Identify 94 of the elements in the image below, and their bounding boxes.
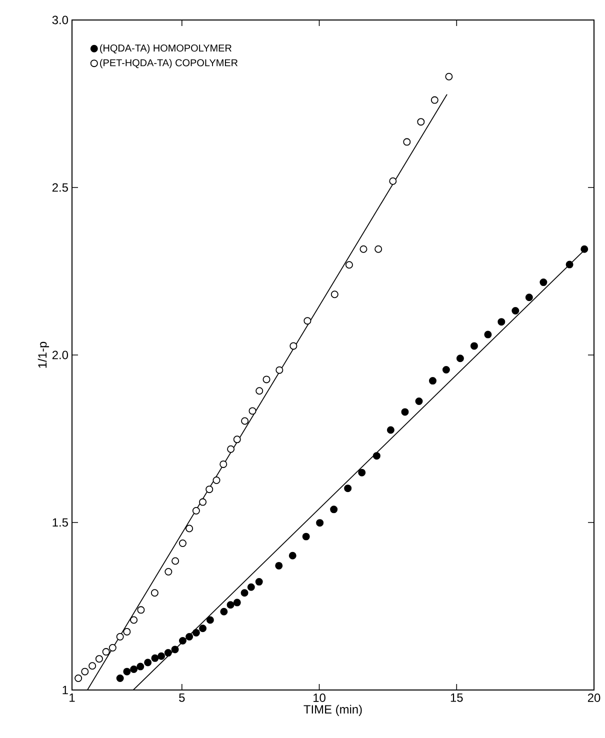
point [226, 601, 234, 609]
point [445, 72, 453, 80]
point [186, 524, 194, 532]
point [456, 354, 464, 362]
legend-label: (HQDA-TA) HOMOPOLYMER [100, 44, 232, 54]
point [150, 589, 158, 597]
x-axis-title: TIME (min) [304, 704, 362, 716]
point [240, 589, 248, 597]
point [302, 532, 310, 540]
point [130, 616, 138, 624]
point [566, 260, 574, 268]
point [372, 452, 380, 460]
point [95, 655, 103, 663]
y-tick-label: 1.5 [52, 518, 68, 527]
point [525, 294, 533, 302]
point [241, 417, 249, 425]
point [275, 562, 283, 570]
point [389, 177, 397, 185]
point [484, 330, 492, 338]
point [304, 317, 312, 325]
point [276, 366, 284, 374]
point [116, 674, 124, 682]
point [151, 654, 159, 662]
point [417, 118, 425, 126]
point [262, 376, 270, 384]
point [248, 407, 256, 415]
point [206, 616, 214, 624]
point [227, 445, 235, 453]
point [316, 519, 324, 527]
point [186, 632, 194, 640]
point [540, 278, 548, 286]
point [220, 460, 228, 468]
point [81, 668, 89, 676]
y-tick-label: 1 [62, 686, 68, 694]
x-tick-label: 5 [179, 694, 185, 702]
point [158, 652, 166, 660]
point [136, 662, 144, 670]
point [123, 628, 131, 636]
point [212, 476, 220, 484]
point [192, 628, 200, 636]
point [512, 307, 520, 315]
point [255, 578, 263, 586]
point [178, 540, 186, 548]
point [360, 245, 368, 253]
point [428, 377, 436, 385]
x-tick-label: 1 [70, 694, 75, 702]
legend-label: (PET-HQDA-TA) COPOLYMER [100, 58, 238, 68]
point [102, 648, 110, 656]
point [88, 662, 96, 670]
point [442, 366, 450, 374]
point [330, 290, 338, 298]
point [144, 658, 152, 666]
point [256, 387, 264, 395]
point [344, 484, 352, 492]
point [206, 486, 214, 494]
point [247, 583, 255, 591]
point [192, 507, 200, 515]
x-tick-label: 15 [450, 694, 463, 702]
point [470, 342, 478, 350]
y-tick-label: 2.5 [52, 183, 68, 192]
y-tick-label: 3.0 [52, 16, 68, 24]
point [199, 624, 207, 632]
point [330, 506, 338, 514]
point [358, 468, 366, 476]
point [430, 96, 438, 104]
point [288, 552, 296, 560]
point [580, 245, 588, 253]
point [172, 557, 180, 565]
point [171, 646, 179, 654]
point [233, 436, 241, 444]
point [130, 665, 138, 673]
x-tick-label: 20 [588, 694, 600, 702]
point [403, 138, 411, 146]
point [220, 608, 228, 616]
point [345, 261, 353, 269]
point [116, 632, 124, 640]
x-tick-label: 10 [314, 694, 326, 702]
point [199, 498, 207, 506]
point [374, 245, 382, 253]
point [233, 598, 241, 606]
point [290, 342, 298, 350]
point [123, 668, 131, 676]
point [108, 644, 116, 652]
point [178, 637, 186, 644]
point [386, 426, 394, 434]
point [164, 568, 172, 576]
point [74, 674, 82, 682]
point [164, 649, 172, 657]
point [137, 606, 145, 614]
point [401, 408, 409, 416]
y-axis-title: 1/1-p [38, 342, 50, 368]
point [498, 318, 506, 326]
point [415, 397, 423, 405]
y-tick-label: 2.0 [52, 350, 68, 360]
